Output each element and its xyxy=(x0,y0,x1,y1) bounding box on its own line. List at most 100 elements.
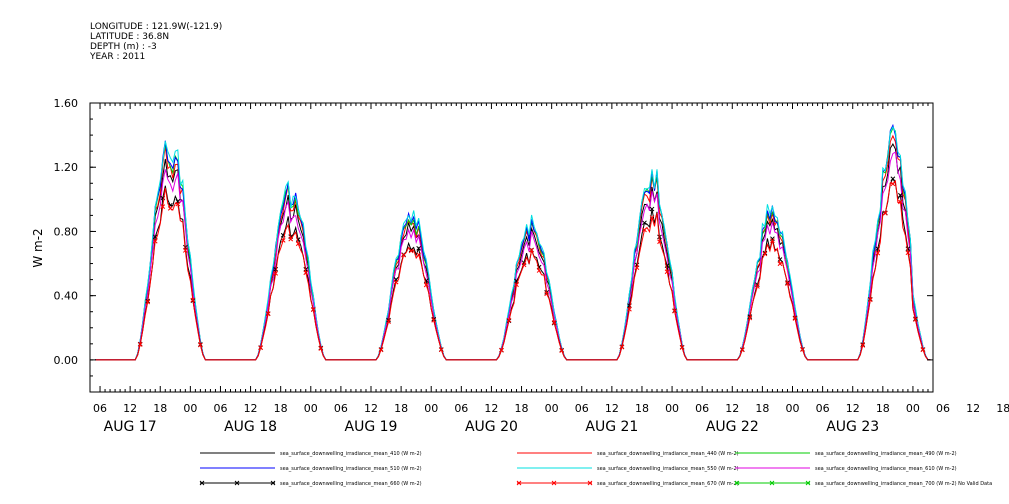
x-tick-label: 06 xyxy=(816,402,830,415)
series-marker xyxy=(152,238,158,244)
series-marker xyxy=(514,282,519,288)
series-marker xyxy=(649,206,655,212)
legend-marker xyxy=(805,480,811,486)
legend-label: sea_surface_downwelling_irradiance_mean_… xyxy=(280,451,422,457)
series-marker xyxy=(905,246,911,252)
series-marker xyxy=(280,238,286,243)
series-marker xyxy=(190,297,196,303)
plot-frame xyxy=(89,102,934,393)
x-tick-label: 06 xyxy=(575,402,589,415)
x-tick-label: 06 xyxy=(695,402,709,415)
series-marker xyxy=(770,238,775,243)
series-marker xyxy=(785,281,790,286)
day-label: AUG 17 xyxy=(104,419,157,435)
series-marker xyxy=(423,282,429,288)
series-marker xyxy=(679,345,685,350)
series-marker xyxy=(506,317,512,323)
series-marker xyxy=(273,271,279,276)
series-marker xyxy=(634,265,640,271)
x-tick-label: 00 xyxy=(424,402,438,415)
legend-label: sea_surface_downwelling_irradiance_mean_… xyxy=(815,466,957,472)
x-tick-label: 00 xyxy=(906,402,920,415)
plot-lines xyxy=(95,123,931,361)
series-line xyxy=(95,179,931,361)
series-line xyxy=(95,134,931,361)
x-tick-label: 18 xyxy=(515,402,529,415)
series-marker xyxy=(288,236,294,242)
x-tick-label: 12 xyxy=(364,402,378,415)
x-tick-label: 00 xyxy=(545,402,559,415)
x-tick-label: 18 xyxy=(274,402,288,415)
series-marker xyxy=(160,204,166,209)
series-marker xyxy=(303,270,309,276)
series-marker xyxy=(882,210,888,216)
series-marker xyxy=(416,245,422,251)
series-marker xyxy=(898,192,903,198)
x-tick-label: 18 xyxy=(876,402,890,415)
x-tick-label: 18 xyxy=(394,402,408,415)
series-marker xyxy=(544,291,549,297)
series-marker xyxy=(800,347,805,352)
series-marker xyxy=(642,220,647,226)
series-line xyxy=(95,127,931,361)
series-marker xyxy=(739,347,745,353)
series-marker xyxy=(393,279,399,285)
series-marker xyxy=(890,176,896,182)
legend-marker xyxy=(234,480,240,486)
series-marker xyxy=(145,299,151,305)
series-marker xyxy=(920,347,926,353)
series-marker xyxy=(672,308,677,314)
series-line xyxy=(95,151,931,361)
series-line xyxy=(95,125,931,361)
day-label: AUG 18 xyxy=(224,419,277,435)
series-marker xyxy=(386,319,391,324)
day-label: AUG 23 xyxy=(826,419,879,435)
series-marker xyxy=(755,284,760,289)
series-marker xyxy=(182,248,188,253)
series-marker xyxy=(657,239,662,245)
x-tick-label: 12 xyxy=(484,402,498,415)
series-marker xyxy=(175,201,181,207)
legend-marker xyxy=(270,480,276,486)
series-marker xyxy=(770,236,775,242)
series-marker xyxy=(649,215,655,220)
series-marker xyxy=(867,297,873,303)
series-marker xyxy=(258,345,263,351)
x-axis-ticks: 06 12 18 00 06 12 18 00 06 12 18 00 06 12 18 00 06 12 18 00… xyxy=(93,103,1009,435)
series-marker xyxy=(310,307,316,313)
series-marker xyxy=(762,251,768,257)
series-marker xyxy=(890,181,896,187)
series-marker xyxy=(875,250,881,256)
x-tick-label: 12 xyxy=(725,402,739,415)
x-tick-label: 00 xyxy=(665,402,679,415)
legend-label: sea_surface_downwelling_irradiance_mean_… xyxy=(280,481,422,487)
series-marker xyxy=(438,347,444,353)
x-tick-label: 18 xyxy=(635,402,649,415)
x-tick-label: 18 xyxy=(755,402,769,415)
series-marker xyxy=(378,347,384,353)
y-axis-ticks: 0.00 0.40 0.80 1.20 1.60 xyxy=(54,97,933,393)
x-tick-label: 00 xyxy=(304,402,318,415)
y-tick-label: 1.20 xyxy=(54,161,79,174)
series-marker xyxy=(747,315,753,321)
y-tick-label: 0.80 xyxy=(54,225,79,238)
y-axis-label: W m-2 xyxy=(31,228,45,267)
series-marker xyxy=(642,227,647,233)
series-marker xyxy=(619,344,625,350)
series-marker xyxy=(295,241,301,247)
series-marker xyxy=(536,268,542,273)
series-marker xyxy=(664,269,670,275)
day-label: AUG 21 xyxy=(585,419,638,435)
series-marker xyxy=(905,250,911,256)
series-marker xyxy=(408,248,414,254)
legend-label: sea_surface_downwelling_irradiance_mean_… xyxy=(597,451,739,457)
legend-label: sea_surface_downwelling_irradiance_mean_… xyxy=(815,481,992,487)
legend-label: sea_surface_downwelling_irradiance_mean_… xyxy=(597,466,739,472)
series-line xyxy=(95,177,931,361)
x-tick-label: 18 xyxy=(996,402,1009,415)
series-marker xyxy=(265,311,271,317)
legend-marker xyxy=(516,480,522,486)
series-marker xyxy=(559,348,565,354)
legend: sea_surface_downwelling_irradiance_mean_… xyxy=(199,451,992,487)
